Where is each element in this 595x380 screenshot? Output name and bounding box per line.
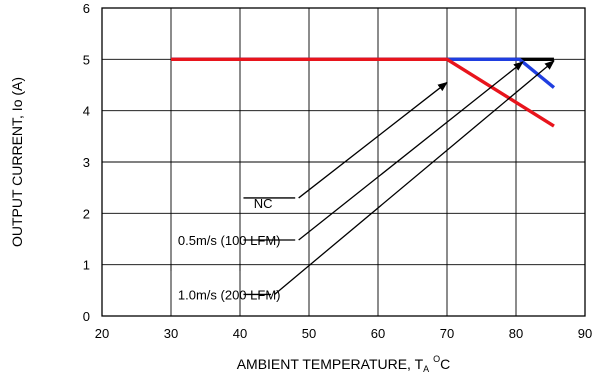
y-tick-label: 3 — [83, 155, 90, 170]
tick-labels: 20 30 40 50 60 70 80 90 0 1 2 3 4 5 6 — [83, 1, 592, 341]
series-line-nc — [171, 57, 555, 128]
x-tick-label: 80 — [509, 326, 523, 341]
x-tick-label: 90 — [578, 326, 592, 341]
x-axis-label-main: AMBIENT TEMPERATURE, T — [237, 356, 424, 372]
annotation-label: 1.0m/s (200 LFM) — [178, 287, 281, 302]
x-tick-label: 40 — [233, 326, 247, 341]
x-tick-label: 70 — [440, 326, 454, 341]
y-tick-label: 0 — [83, 309, 90, 324]
y-tick-label: 2 — [83, 206, 90, 221]
grid — [101, 7, 586, 317]
annotation-label: 0.5m/s (100 LFM) — [178, 233, 281, 248]
y-tick-label: 1 — [83, 258, 90, 273]
plot-frame — [101, 7, 586, 317]
x-tick-label: 30 — [164, 326, 178, 341]
x-tick-label: 50 — [302, 326, 316, 341]
annotation-arrow — [274, 60, 555, 295]
annotation-arrow — [298, 61, 524, 241]
y-tick-label: 4 — [83, 104, 90, 119]
annotation-group: NC 0.5m/s (100 LFM) 1.0m/s (200 LFM) — [170, 60, 555, 302]
series-group — [171, 57, 556, 128]
x-axis-label: AMBIENT TEMPERATURE, TAOC — [237, 354, 451, 374]
annotation-arrow — [298, 81, 448, 199]
x-tick-label: 20 — [95, 326, 109, 341]
y-tick-label: 5 — [83, 52, 90, 67]
x-axis-label-unit: C — [440, 356, 450, 372]
annotation-label: NC — [254, 196, 273, 211]
x-axis-label-subscript: A — [423, 364, 429, 374]
y-axis-label: OUTPUT CURRENT, Io (A) — [9, 77, 25, 247]
x-tick-label: 60 — [371, 326, 385, 341]
x-axis-label-degree: O — [433, 354, 440, 364]
y-tick-label: 6 — [83, 1, 90, 16]
